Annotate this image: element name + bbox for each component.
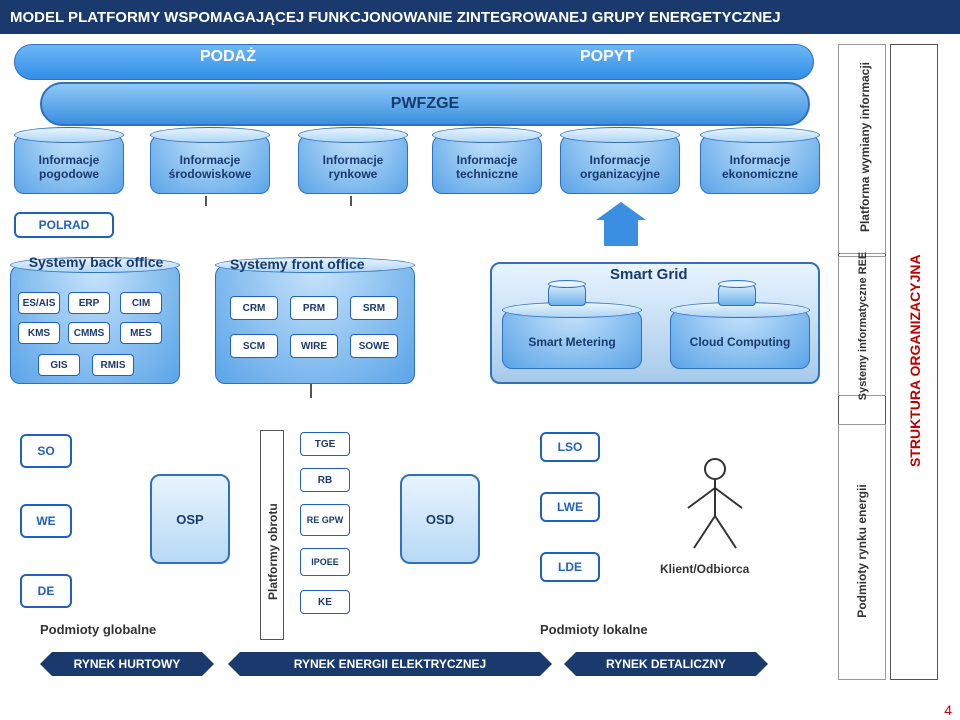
- bo-rmis: RMIS: [92, 354, 134, 376]
- platformy-obrotu-label: Platformy obrotu: [266, 470, 280, 600]
- cylinder-srodowiskowe: Informacje środowiskowe: [150, 134, 270, 194]
- fo-wire: WIRE: [290, 334, 338, 358]
- cylinder-rynkowe: Informacje rynkowe: [298, 134, 408, 194]
- po-rb: RB: [300, 468, 350, 492]
- po-ke: KE: [300, 590, 350, 614]
- bo-kms: KMS: [18, 322, 60, 344]
- podaz-label: PODAŻ: [200, 48, 256, 66]
- page-number: 4: [944, 702, 952, 718]
- bo-cim: CIM: [120, 292, 162, 314]
- cylinder-rynkowe-label: Informacje rynkowe: [299, 153, 407, 181]
- smart-metering-top-cyl: [548, 284, 586, 306]
- klient-label: Klient/Odbiorca: [660, 562, 749, 576]
- cylinder-organizacyjne-label: Informacje organizacyjne: [561, 153, 679, 181]
- bo-cmms: CMMS: [68, 322, 110, 344]
- podmioty-rynku-label: Podmioty rynku energii: [855, 461, 869, 641]
- bo-mes: MES: [120, 322, 162, 344]
- title-bar: MODEL PLATFORMY WSPOMAGAJĄCEJ FUNKCJONOW…: [0, 0, 960, 34]
- cloud-computing-cyl: Cloud Computing: [670, 309, 810, 369]
- fo-crm: CRM: [230, 296, 278, 320]
- diagram-container: PODAŻ POPYT PWFZGE Informacje pogodowe I…: [0, 34, 960, 720]
- osd-block: OSD: [400, 474, 480, 564]
- supply-demand-pill: [14, 44, 814, 80]
- popyt-label: POPYT: [580, 48, 634, 66]
- podmioty-lokalne-label: Podmioty lokalne: [540, 622, 648, 637]
- we-box: WE: [20, 504, 72, 538]
- back-office-title: Systemy back office: [26, 254, 166, 270]
- front-office-title: Systemy front office: [230, 256, 365, 272]
- cylinder-ekonomiczne-label: Informacje ekonomiczne: [701, 153, 819, 181]
- podmioty-globalne-label: Podmioty globalne: [40, 622, 156, 637]
- so-box: SO: [20, 434, 72, 468]
- person-icon: [680, 454, 750, 554]
- smart-metering-label: Smart Metering: [503, 335, 641, 349]
- front-office-cyl: [215, 264, 415, 384]
- cylinder-techniczne-label: Informacje techniczne: [433, 153, 541, 181]
- po-ipoee: IPOEE: [300, 548, 350, 576]
- cloud-computing-label: Cloud Computing: [671, 335, 809, 349]
- lde-box: LDE: [540, 552, 600, 582]
- cylinder-pogodowe: Informacje pogodowe: [14, 134, 124, 194]
- lwe-box: LWE: [540, 492, 600, 522]
- title-text: MODEL PLATFORMY WSPOMAGAJĄCEJ FUNKCJONOW…: [10, 9, 781, 26]
- fo-prm: PRM: [290, 296, 338, 320]
- cylinder-srodowiskowe-label: Informacje środowiskowe: [151, 153, 269, 181]
- fo-scm: SCM: [230, 334, 278, 358]
- market-elektr-bar: RYNEK ENERGII ELEKTRYCZNEJ: [240, 652, 540, 676]
- market-detal-bar: RYNEK DETALICZNY: [576, 652, 756, 676]
- fat-arrow-up-icon: [604, 220, 638, 246]
- de-box: DE: [20, 574, 72, 608]
- cylinder-organizacyjne: Informacje organizacyjne: [560, 134, 680, 194]
- cylinder-pogodowe-label: Informacje pogodowe: [15, 153, 123, 181]
- smart-grid-label: Smart Grid: [610, 266, 688, 283]
- pwfzge-pill: PWFZGE: [40, 82, 810, 126]
- bo-gis: GIS: [38, 354, 80, 376]
- cylinder-techniczne: Informacje techniczne: [432, 134, 542, 194]
- market-hurtowy-bar: RYNEK HURTOWY: [52, 652, 202, 676]
- platforma-wymiany-label: Platforma wymiany informacji: [858, 52, 872, 242]
- osp-block: OSP: [150, 474, 230, 564]
- pwfzge-label: PWFZGE: [391, 95, 459, 113]
- struktura-organizacyjna-label: STRUKTURA ORGANIZACYJNA: [907, 257, 923, 467]
- systemy-ree-label: Systemy informatyczne REE: [857, 221, 869, 431]
- cylinder-ekonomiczne: Informacje ekonomiczne: [700, 134, 820, 194]
- bo-esais: ES/AIS: [18, 292, 60, 314]
- polrad-box: POLRAD: [14, 212, 114, 238]
- smart-metering-cyl: Smart Metering: [502, 309, 642, 369]
- po-regpw: RE GPW: [300, 504, 350, 536]
- bo-erp: ERP: [68, 292, 110, 314]
- fo-sowe: SOWE: [350, 334, 398, 358]
- fo-srm: SRM: [350, 296, 398, 320]
- lso-box: LSO: [540, 432, 600, 462]
- po-tge: TGE: [300, 432, 350, 456]
- cloud-computing-top-cyl: [718, 284, 756, 306]
